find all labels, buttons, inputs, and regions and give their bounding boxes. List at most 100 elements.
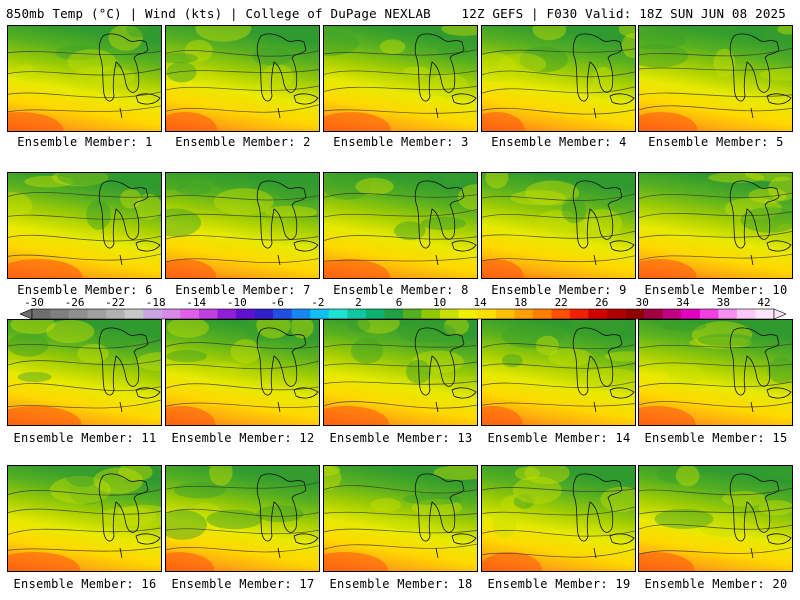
ensemble-map-panel [638, 465, 793, 572]
colorbar-segment [217, 309, 237, 319]
colorbar-tick-label: 6 [395, 296, 403, 309]
colorbar-segment [161, 309, 181, 319]
ensemble-map-panel [323, 465, 478, 572]
colorbar-tick-label: 14 [473, 296, 487, 309]
colorbar-segment [328, 309, 348, 319]
colorbar-segment [347, 309, 367, 319]
colorbar-segment [180, 309, 200, 319]
colorbar-tick-label: 18 [514, 296, 528, 309]
ensemble-member-label: Ensemble Member: 6 [17, 283, 153, 297]
colorbar-tick-label: 34 [676, 296, 690, 309]
colorbar-segment [50, 309, 70, 319]
colorbar-segment [588, 309, 608, 319]
colorbar-segment [124, 309, 144, 319]
ensemble-member-label: Ensemble Member: 3 [333, 135, 469, 149]
colorbar-segment [143, 309, 163, 319]
colorbar-segment [736, 309, 756, 319]
colorbar-segment [644, 309, 663, 319]
ensemble-member-label: Ensemble Member: 19 [487, 577, 631, 591]
colorbar-tick-label: 10 [432, 296, 447, 309]
colorbar-segment [69, 309, 88, 319]
colorbar-segment [403, 309, 422, 319]
ensemble-map-panel [165, 25, 320, 132]
colorbar-segment [87, 309, 107, 319]
colorbar-segment [32, 309, 51, 319]
colorbar-segment [625, 309, 645, 319]
ensemble-map-panel [165, 172, 320, 279]
colorbar-segment [514, 309, 534, 319]
ensemble-map-panel [165, 319, 320, 426]
ensemble-member-label: Ensemble Member: 5 [648, 135, 784, 149]
colorbar-right-arrow [773, 308, 786, 320]
ensemble-map-panel [7, 25, 162, 132]
colorbar-segment [440, 309, 459, 319]
header-left-title: 850mb Temp (°C) | Wind (kts) | College o… [6, 6, 431, 21]
colorbar-segment [755, 309, 775, 319]
ensemble-member-label: Ensemble Member: 20 [644, 577, 788, 591]
colorbar-segment [198, 309, 218, 319]
ensemble-map-panel [638, 172, 793, 279]
ensemble-member-label: Ensemble Member: 13 [329, 431, 473, 445]
ensemble-member-label: Ensemble Member: 7 [175, 283, 311, 297]
ensemble-member-label: Ensemble Member: 11 [13, 431, 157, 445]
colorbar-tick-label: 22 [554, 296, 568, 309]
colorbar-segment [310, 309, 330, 319]
ensemble-map-panel [323, 25, 478, 132]
colorbar-segment [365, 309, 385, 319]
colorbar-segment [291, 309, 311, 319]
colorbar-tick-label: 26 [595, 296, 609, 309]
colorbar-tick-label: -30 [24, 296, 44, 309]
ensemble-map-panel [165, 465, 320, 572]
ensemble-member-label: Ensemble Member: 17 [171, 577, 315, 591]
ensemble-member-label: Ensemble Member: 16 [13, 577, 157, 591]
temperature-colorbar [20, 308, 786, 320]
colorbar-segment [551, 309, 571, 319]
colorbar-segment [254, 309, 274, 319]
ensemble-member-label: Ensemble Member: 15 [644, 431, 788, 445]
ensemble-map-panel [7, 172, 162, 279]
ensemble-map-panel [638, 25, 793, 132]
ensemble-member-label: Ensemble Member: 1 [17, 135, 153, 149]
colorbar-tick-label: -22 [105, 296, 126, 309]
colorbar-tick-label: -10 [226, 296, 247, 309]
ensemble-map-panel [481, 465, 636, 572]
colorbar-segment [458, 309, 478, 319]
colorbar-segment [699, 309, 719, 319]
colorbar-tick-label: -26 [64, 296, 85, 309]
colorbar-segment [569, 309, 589, 319]
colorbar-segment [273, 309, 292, 319]
colorbar-tick-label: 30 [635, 296, 649, 309]
colorbar-segment [607, 309, 626, 319]
colorbar-segment [477, 309, 497, 319]
ensemble-member-label: Ensemble Member: 18 [329, 577, 473, 591]
colorbar-tick-label: -14 [186, 296, 207, 309]
colorbar-tick-label: -6 [270, 296, 284, 309]
colorbar-tick-label: -18 [145, 296, 166, 309]
colorbar-tick-label: 42 [757, 296, 771, 309]
colorbar-segment [718, 309, 738, 319]
colorbar-tick-label: -2 [311, 296, 325, 309]
ensemble-map-panel [7, 319, 162, 426]
ensemble-map-panel [7, 465, 162, 572]
colorbar-segment [662, 309, 682, 319]
colorbar-segment [532, 309, 552, 319]
colorbar-segment [106, 309, 126, 319]
ensemble-member-label: Ensemble Member: 9 [491, 283, 627, 297]
ensemble-member-label: Ensemble Member: 10 [644, 283, 788, 297]
ensemble-member-label: Ensemble Member: 4 [491, 135, 627, 149]
ensemble-map-panel [481, 25, 636, 132]
ensemble-map-panel [323, 172, 478, 279]
colorbar-segment [495, 309, 515, 319]
ensemble-map-panel [481, 319, 636, 426]
ensemble-map-panel [638, 319, 793, 426]
ensemble-map-panel [481, 172, 636, 279]
colorbar-segment [681, 309, 701, 319]
colorbar-tick-label: 2 [355, 296, 362, 309]
ensemble-member-label: Ensemble Member: 12 [171, 431, 315, 445]
ensemble-map-panel [323, 319, 478, 426]
colorbar-segment [421, 309, 441, 319]
ensemble-member-label: Ensemble Member: 2 [175, 135, 311, 149]
colorbar-tick-label: 38 [716, 296, 731, 309]
colorbar-segment [236, 309, 255, 319]
header-right-title: 12Z GEFS | F030 Valid: 18Z SUN JUN 08 20… [461, 6, 786, 21]
